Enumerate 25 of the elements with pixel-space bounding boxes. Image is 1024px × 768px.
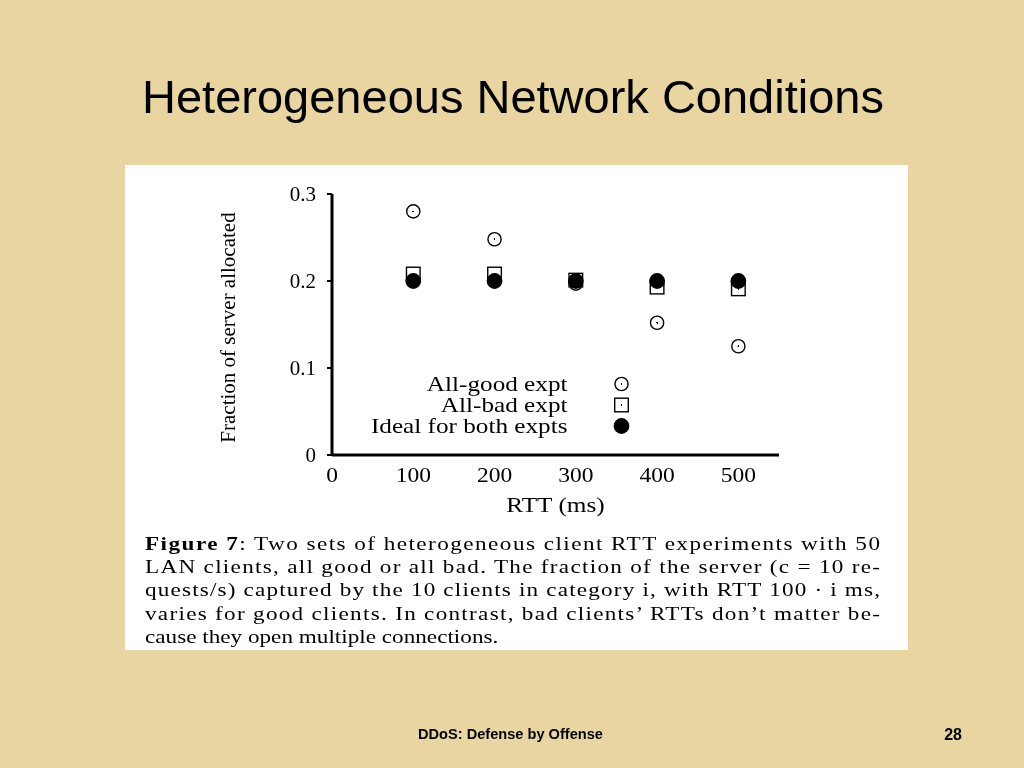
point — [649, 315, 665, 331]
x-tick-label: 200 — [476, 463, 513, 487]
caption: Figure 7: Two sets of heterogeneous client RTT experiments with 50 LAN clients, all good or all bad. The fraction of the server (c = 10 re- quests/s) captured by the 10 clients in category i, with RTT 100 · i ms, varies for good clients. In contrast, bad clients’ RTTs don’t matter be- cause they open multiple connections. — [145, 532, 880, 648]
point — [730, 273, 747, 289]
point — [649, 273, 665, 289]
point — [487, 231, 502, 247]
x-tick-label: 0 — [326, 463, 338, 487]
x-tick-label: 100 — [395, 463, 431, 487]
x-tick-label: 500 — [720, 463, 756, 487]
y-tick-label: 0.3 — [289, 182, 316, 207]
point — [405, 273, 422, 289]
legend-label: All-good expt — [426, 372, 569, 396]
y-tick-label: 0.1 — [289, 356, 316, 381]
x-tick-label: 400 — [639, 463, 675, 487]
x-axis-title: RTT (ms) — [506, 492, 605, 517]
y-tick-label: 0.2 — [289, 269, 316, 294]
y-axis-title: Fraction of server allocated — [216, 211, 240, 443]
point — [405, 204, 421, 219]
point — [731, 338, 746, 354]
text: 28 — [944, 726, 963, 743]
text: DDoS: Defense by Offense — [418, 726, 603, 742]
y-tick-label: 0 — [305, 443, 316, 468]
chart-title: Heterogeneous Network Conditions — [142, 70, 884, 123]
x-tick-label: 300 — [558, 463, 594, 487]
point — [486, 273, 503, 289]
